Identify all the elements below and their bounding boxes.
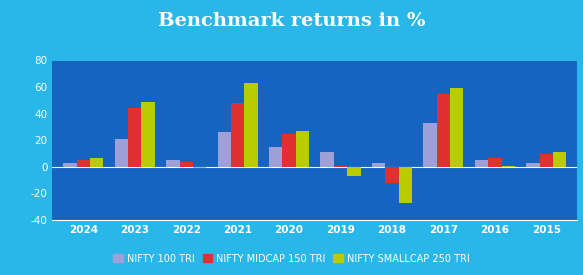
Bar xyxy=(128,108,142,167)
Bar xyxy=(450,89,463,167)
Bar xyxy=(321,152,334,167)
Bar xyxy=(372,163,385,167)
Bar xyxy=(540,153,553,167)
Bar xyxy=(553,152,566,167)
Bar xyxy=(475,160,488,167)
Bar xyxy=(180,161,193,167)
Bar xyxy=(423,123,437,167)
Bar xyxy=(142,102,155,167)
Bar xyxy=(217,132,231,167)
Bar xyxy=(64,163,76,167)
Bar xyxy=(399,167,412,203)
Text: Benchmark returns in %: Benchmark returns in % xyxy=(158,12,425,30)
Bar xyxy=(269,147,282,167)
Bar xyxy=(231,103,244,167)
Bar xyxy=(526,163,540,167)
Bar xyxy=(296,131,309,167)
Bar xyxy=(385,167,399,183)
Bar xyxy=(437,94,450,167)
Bar xyxy=(347,167,361,176)
Legend: NIFTY 100 TRI, NIFTY MIDCAP 150 TRI, NIFTY SMALLCAP 250 TRI: NIFTY 100 TRI, NIFTY MIDCAP 150 TRI, NIF… xyxy=(110,250,473,267)
Bar xyxy=(501,166,515,167)
Bar xyxy=(115,139,128,167)
Bar xyxy=(193,167,206,168)
Bar xyxy=(334,166,347,167)
Bar xyxy=(244,83,258,167)
Bar xyxy=(90,158,103,167)
Bar xyxy=(488,158,501,167)
Bar xyxy=(76,160,90,167)
Bar xyxy=(282,134,296,167)
Bar xyxy=(166,160,180,167)
